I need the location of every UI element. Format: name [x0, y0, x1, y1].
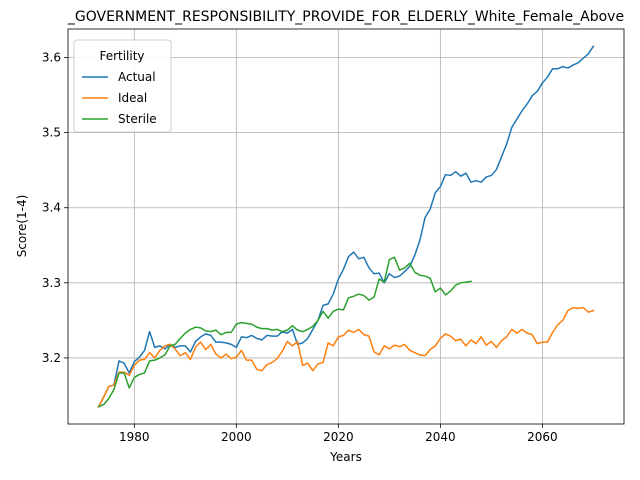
series-line-actual: [97, 45, 595, 408]
legend-label-sterile: Sterile: [118, 112, 157, 126]
legend: Fertility Actual Ideal Sterile: [73, 39, 172, 133]
x-axis-label: Years: [329, 450, 362, 464]
x-tick-label: 2040: [425, 430, 456, 444]
y-tick-label: 3.4: [42, 201, 61, 215]
y-tick-label: 3.3: [42, 276, 61, 290]
legend-title: Fertility: [99, 49, 144, 63]
legend-label-ideal: Ideal: [118, 91, 147, 105]
y-axis-label: Score(1-4): [15, 195, 29, 258]
legend-box: [73, 39, 172, 133]
x-tick-label: 2000: [221, 430, 252, 444]
x-tick-label: 1980: [119, 430, 150, 444]
y-tick-label: 3.6: [42, 51, 61, 65]
chart-title: _GOVERNMENT_RESPONSIBILITY_PROVIDE_FOR_E…: [67, 9, 624, 25]
x-axis: 1980 2000 2020 2040 2060: [119, 424, 558, 444]
y-axis: 3.2 3.3 3.4 3.5 3.6: [42, 51, 68, 365]
x-tick-label: 2060: [527, 430, 558, 444]
legend-items: Actual Ideal Sterile: [82, 70, 157, 126]
series-layer: [97, 45, 595, 408]
series-line-sterile: [97, 256, 472, 408]
y-tick-label: 3.5: [42, 126, 61, 140]
y-tick-label: 3.2: [42, 351, 61, 365]
grid: [68, 29, 624, 424]
x-tick-label: 2020: [323, 430, 354, 444]
legend-label-actual: Actual: [118, 70, 156, 84]
plot-frame: [67, 28, 625, 425]
series-line-ideal: [97, 306, 595, 408]
